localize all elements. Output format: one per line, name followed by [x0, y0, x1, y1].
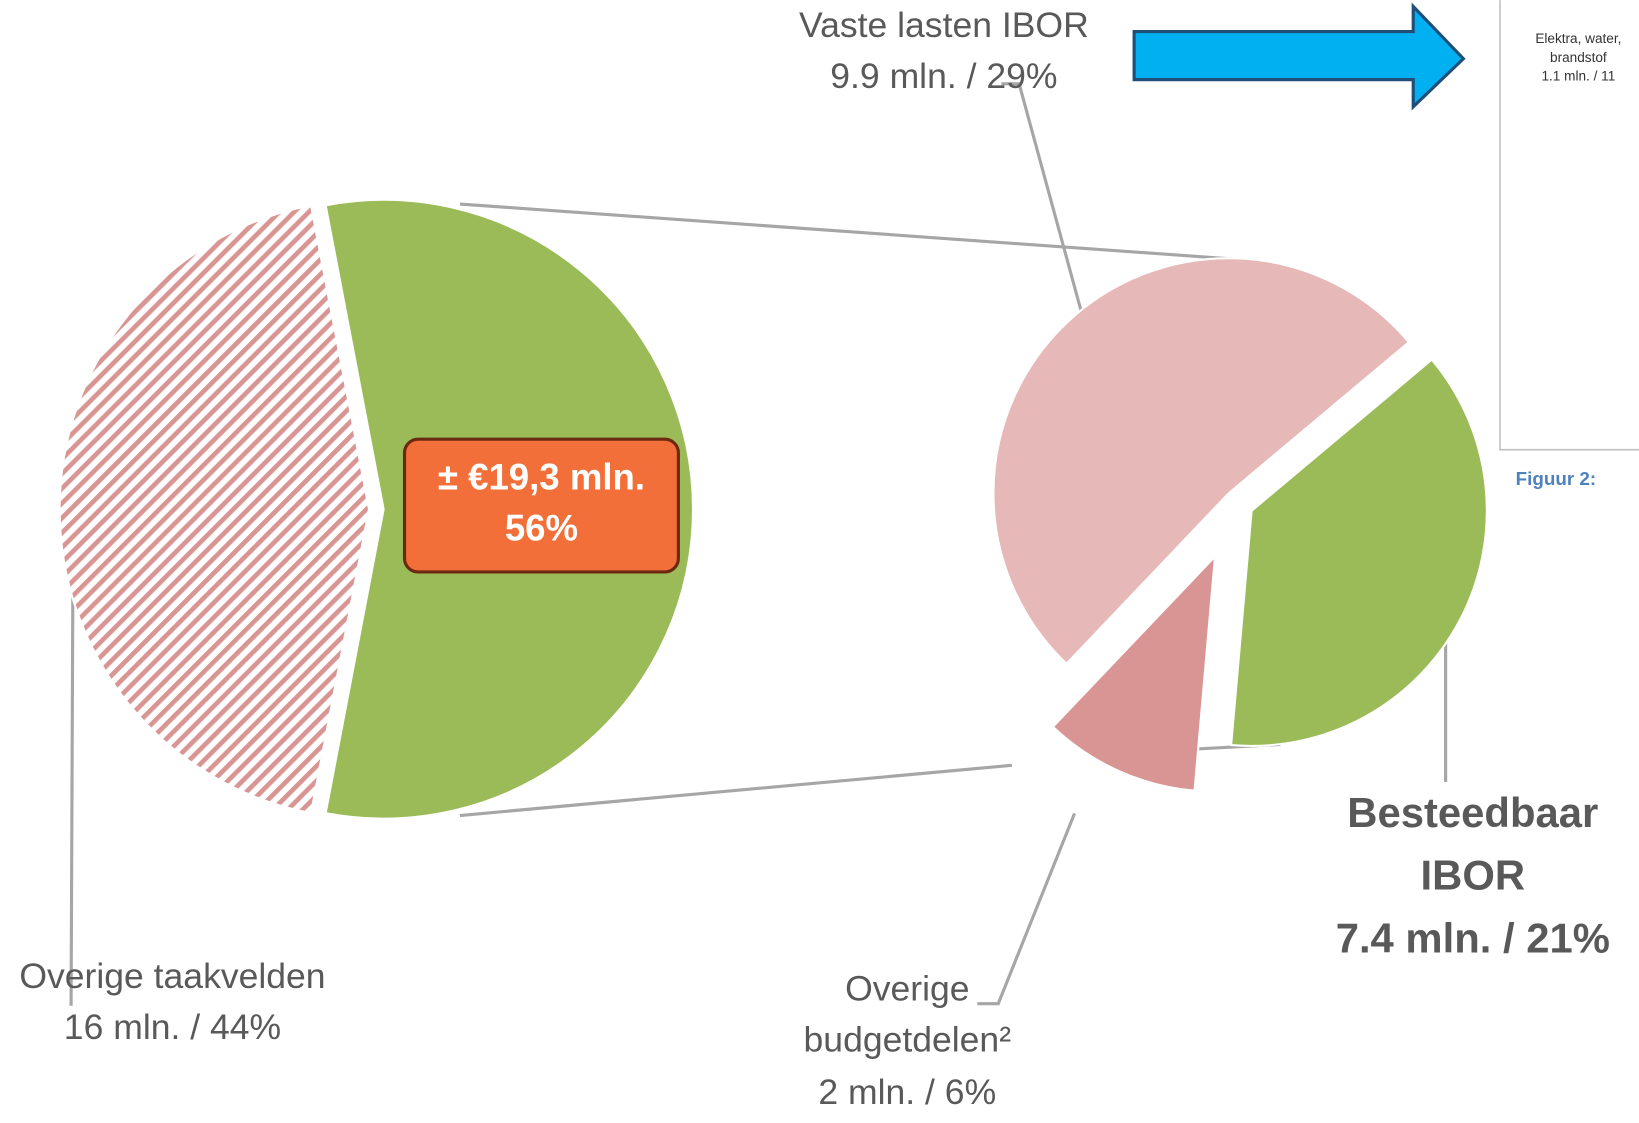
figure-caption: Figuur 2:	[1515, 468, 1597, 490]
category-label: Besteedbaar IBOR	[1347, 790, 1599, 900]
value-label: 9.9 mln. / 29%	[830, 56, 1058, 97]
leader-line	[977, 812, 1077, 1006]
category-label: Overige budgetdelen²	[803, 969, 1012, 1061]
callout-box	[402, 437, 680, 574]
pie-slice	[1230, 358, 1488, 747]
pie-slice	[992, 257, 1411, 666]
pie-slice	[58, 204, 371, 815]
label-block: Vaste lasten IBOR 9.9 mln. / 29%	[763, 0, 1125, 103]
label-block: Besteedbaar IBOR 7.4 mln. / 21%	[1307, 782, 1639, 970]
label: Overige taakvelden 16 mln. / 44%	[0, 951, 345, 1054]
value-label: 1.1 mln. / 11	[1541, 68, 1616, 85]
callout-label: ± €19,3 mln.	[437, 456, 646, 498]
label: Figuur 2:	[1515, 468, 1597, 490]
callout-text: ± €19,3 mln. 56%	[408, 452, 676, 554]
label: Vaste lasten IBOR 9.9 mln. / 29%	[763, 0, 1125, 103]
category-label: Overige taakvelden	[19, 956, 326, 997]
inset-border	[1499, 0, 1639, 451]
label: Besteedbaar IBOR 7.4 mln. / 21%	[1307, 782, 1639, 970]
value-label: 2 mln. / 6%	[818, 1072, 997, 1112]
label-block: Elektra, water, brandstof 1.1 mln. / 11	[1510, 29, 1639, 86]
connector-line	[459, 763, 1012, 818]
value-label: 56%	[504, 508, 579, 549]
value-label: 16 mln. / 44%	[63, 1008, 282, 1048]
label: Overige budgetdelen² 2 mln. / 6%	[774, 964, 1042, 1119]
label: ± €19,3 mln. 56%	[408, 452, 676, 554]
connector-line	[459, 202, 1239, 261]
label-block: Overige budgetdelen² 2 mln. / 6%	[774, 964, 1042, 1119]
label-block: Overige taakvelden 16 mln. / 44%	[0, 951, 345, 1054]
label: Elektra, water, brandstof 1.1 mln. / 11	[1510, 29, 1639, 86]
category-label: Elektra, water, brandstof	[1535, 30, 1622, 66]
leader-line	[1001, 82, 1084, 315]
pie-slice	[1051, 553, 1217, 792]
value-label: 7.4 mln. / 21%	[1335, 915, 1610, 962]
pie-slice	[324, 198, 694, 820]
arrow	[1132, 2, 1466, 111]
slices	[58, 198, 1488, 820]
category-label: Vaste lasten IBOR	[799, 5, 1089, 46]
